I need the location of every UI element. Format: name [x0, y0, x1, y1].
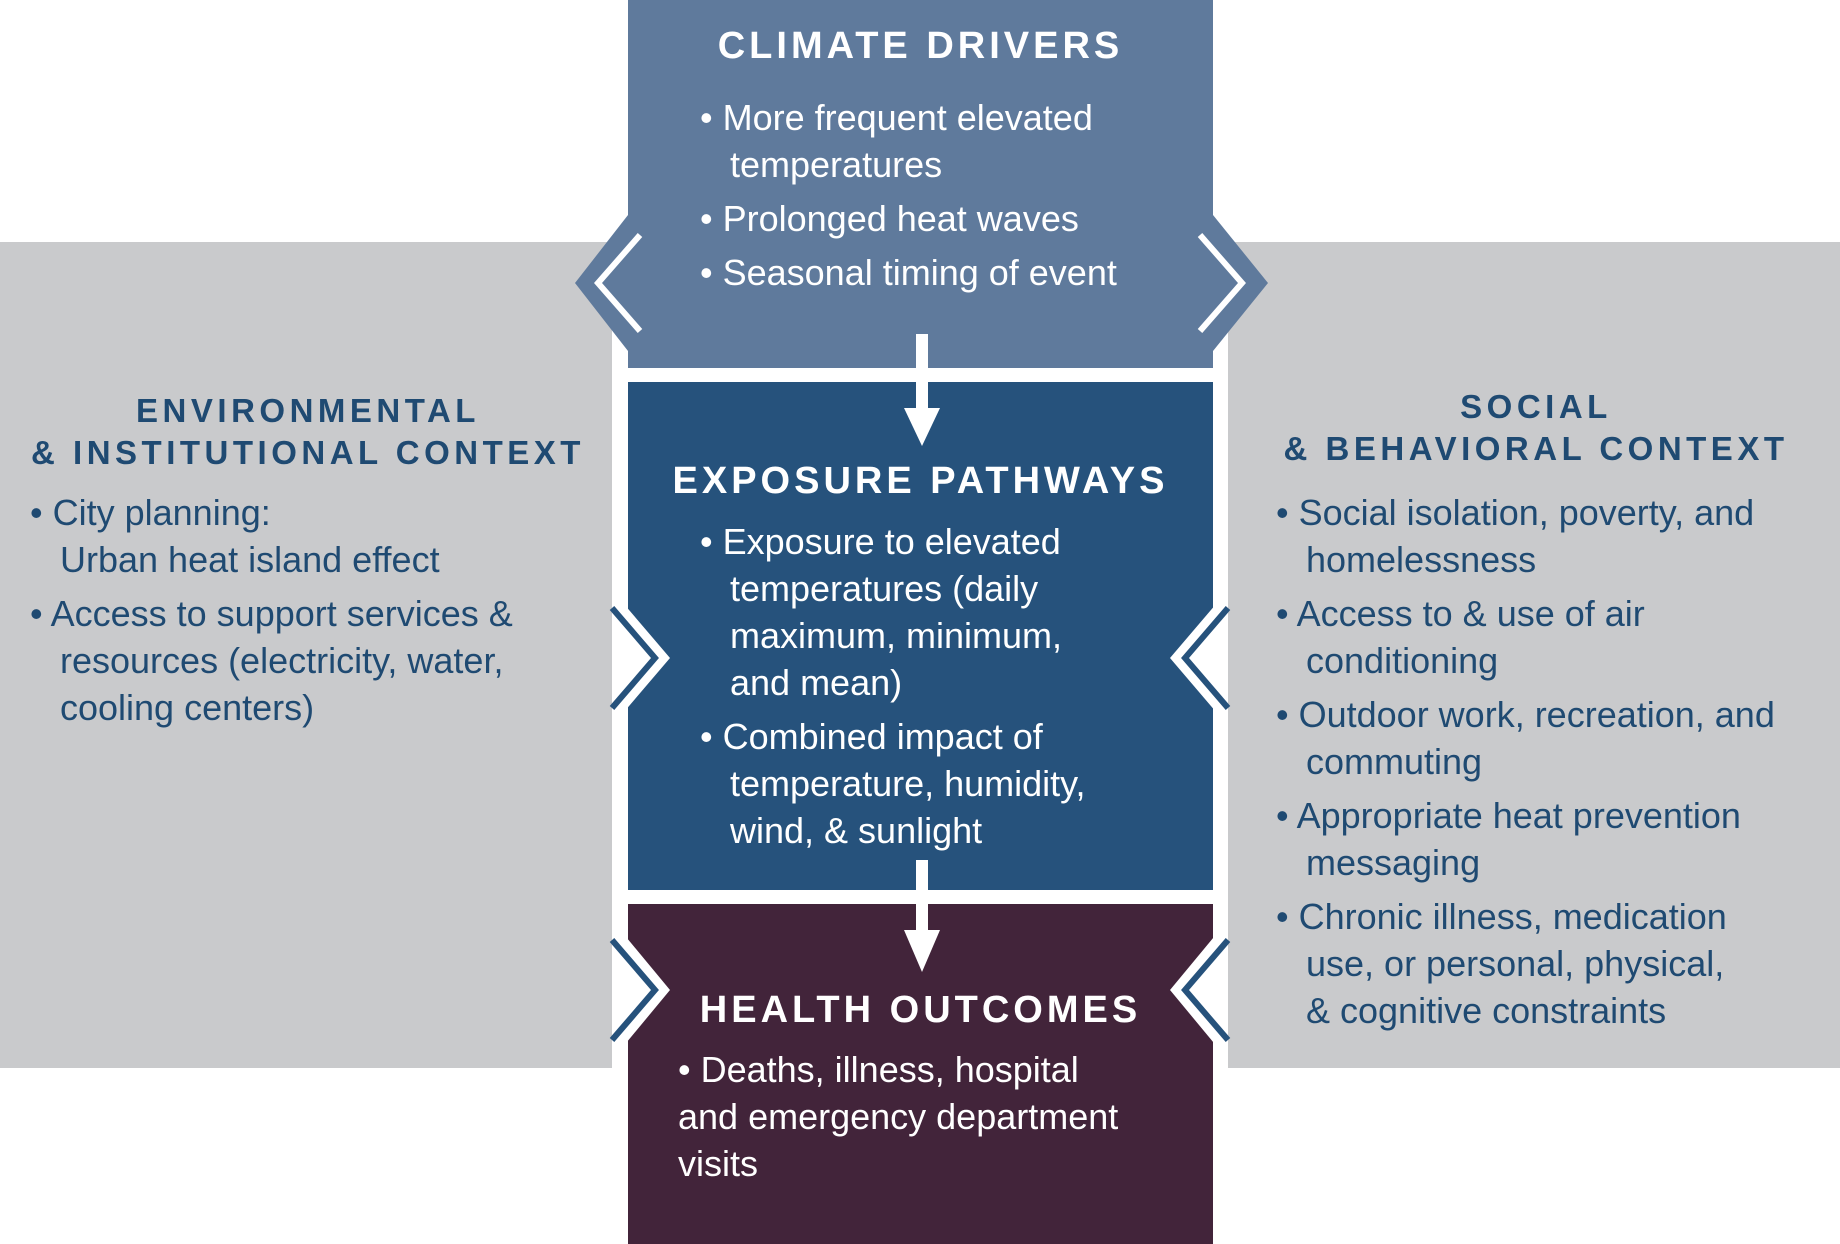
list-item-line: • Outdoor work, recreation, and [1276, 694, 1775, 735]
health-outcomes-title: HEALTH OUTCOMES [699, 989, 1142, 1031]
list-item-continuation: commuting [1306, 741, 1483, 782]
climate-drivers-title: CLIMATE DRIVERS [717, 25, 1124, 67]
list-item: • Appropriate heat prevention messaging [1276, 792, 1775, 886]
list-item-line: • Combined impact of [700, 716, 1043, 757]
list-item: • Seasonal timing of event [700, 249, 1117, 296]
list-item-line: • City planning: [30, 492, 271, 533]
list-item-line: • Exposure to elevated [700, 521, 1061, 562]
list-item-continuation: and mean) [730, 662, 903, 703]
list-item: • City planning: Urban heat island effect [30, 489, 513, 583]
list-item-continuation: visits [678, 1143, 758, 1184]
environmental-context-panel [0, 242, 612, 1068]
climate-left-chevron [575, 215, 643, 351]
list-item-continuation: wind, & sunlight [730, 810, 983, 851]
health-right-chevron [1170, 920, 1231, 1060]
list-item-line: • Social isolation, poverty, and [1276, 492, 1755, 533]
list-item-continuation: maximum, minimum, [730, 615, 1063, 656]
exposure-pathways-box: EXPOSURE PATHWAYS • Exposure to elevated… [628, 382, 1213, 890]
list-item-line: • Access to support services & [30, 593, 513, 634]
list-item: • Prolonged heat waves [700, 195, 1117, 242]
list-item-continuation: and emergency department [678, 1096, 1119, 1137]
environmental-context-title-line1: ENVIRONMENTAL [136, 392, 480, 429]
list-item: • Access to support services & resources … [30, 590, 513, 731]
social-context-list: • Social isolation, poverty, and homeless… [1276, 489, 1775, 1034]
list-item-line: • Deaths, illness, hospital [678, 1049, 1079, 1090]
climate-drivers-box: CLIMATE DRIVERS • More frequent elevated… [628, 0, 1213, 368]
list-item-continuation: temperatures [730, 144, 943, 185]
list-item-continuation: conditioning [1306, 640, 1499, 681]
social-context-title-line1: SOCIAL [1460, 388, 1612, 425]
list-item: • Exposure to elevated temperatures (dail… [700, 518, 1085, 706]
exposure-pathways-title: EXPOSURE PATHWAYS [672, 460, 1169, 502]
list-item-continuation: homelessness [1306, 539, 1537, 580]
environmental-context-list: • City planning: Urban heat island effect… [30, 489, 513, 731]
environmental-context-title-line2: & INSTITUTIONAL CONTEXT [31, 434, 585, 471]
arrow-exposure-to-health [904, 860, 940, 972]
exposure-left-chevron [609, 590, 670, 726]
list-item: • Outdoor work, recreation, and commuting [1276, 691, 1775, 785]
list-item: • More frequent elevated temperatures [700, 94, 1117, 188]
list-item: • Social isolation, poverty, and homeless… [1276, 489, 1775, 583]
list-item-line: • Chronic illness, medication [1276, 896, 1727, 937]
social-context-title-line2: & BEHAVIORAL CONTEXT [1283, 430, 1789, 467]
arrow-climate-to-exposure [904, 334, 940, 446]
social-context-title: SOCIAL & BEHAVIORAL CONTEXT [1246, 386, 1826, 470]
list-item: • Deaths, illness, hospital and emergency… [678, 1046, 1118, 1187]
list-item-continuation: temperature, humidity, [730, 763, 1086, 804]
exposure-right-chevron [1170, 590, 1231, 726]
health-left-chevron [609, 920, 670, 1060]
environmental-context-title: ENVIRONMENTAL & INSTITUTIONAL CONTEXT [18, 390, 598, 474]
list-item: • Chronic illness, medication use, or per… [1276, 893, 1775, 1034]
list-item-continuation: resources (electricity, water, [60, 640, 504, 681]
list-item-line: • Seasonal timing of event [700, 252, 1117, 293]
list-item-continuation: messaging [1306, 842, 1481, 883]
list-item-continuation: Urban heat island effect [60, 539, 440, 580]
list-item: • Access to & use of air conditioning [1276, 590, 1775, 684]
list-item-continuation: temperatures (daily [730, 568, 1039, 609]
list-item-line: • Access to & use of air [1276, 593, 1645, 634]
list-item-line: • Appropriate heat prevention [1276, 795, 1741, 836]
list-item: • Combined impact of temperature, humidit… [700, 713, 1085, 854]
climate-right-chevron [1197, 215, 1268, 351]
social-context-panel [1228, 242, 1840, 1068]
health-outcomes-list: • Deaths, illness, hospital and emergency… [678, 1046, 1118, 1187]
list-item-continuation: & cognitive constraints [1306, 990, 1667, 1031]
list-item-continuation: use, or personal, physical, [1306, 943, 1725, 984]
exposure-pathways-list: • Exposure to elevated temperatures (dail… [700, 518, 1085, 854]
list-item-line: • More frequent elevated [700, 97, 1093, 138]
list-item-continuation: cooling centers) [60, 687, 315, 728]
climate-drivers-list: • More frequent elevated temperatures • Pr… [700, 94, 1117, 296]
list-item-line: • Prolonged heat waves [700, 198, 1079, 239]
health-outcomes-box: HEALTH OUTCOMES • Deaths, illness, hospi… [628, 904, 1213, 1244]
